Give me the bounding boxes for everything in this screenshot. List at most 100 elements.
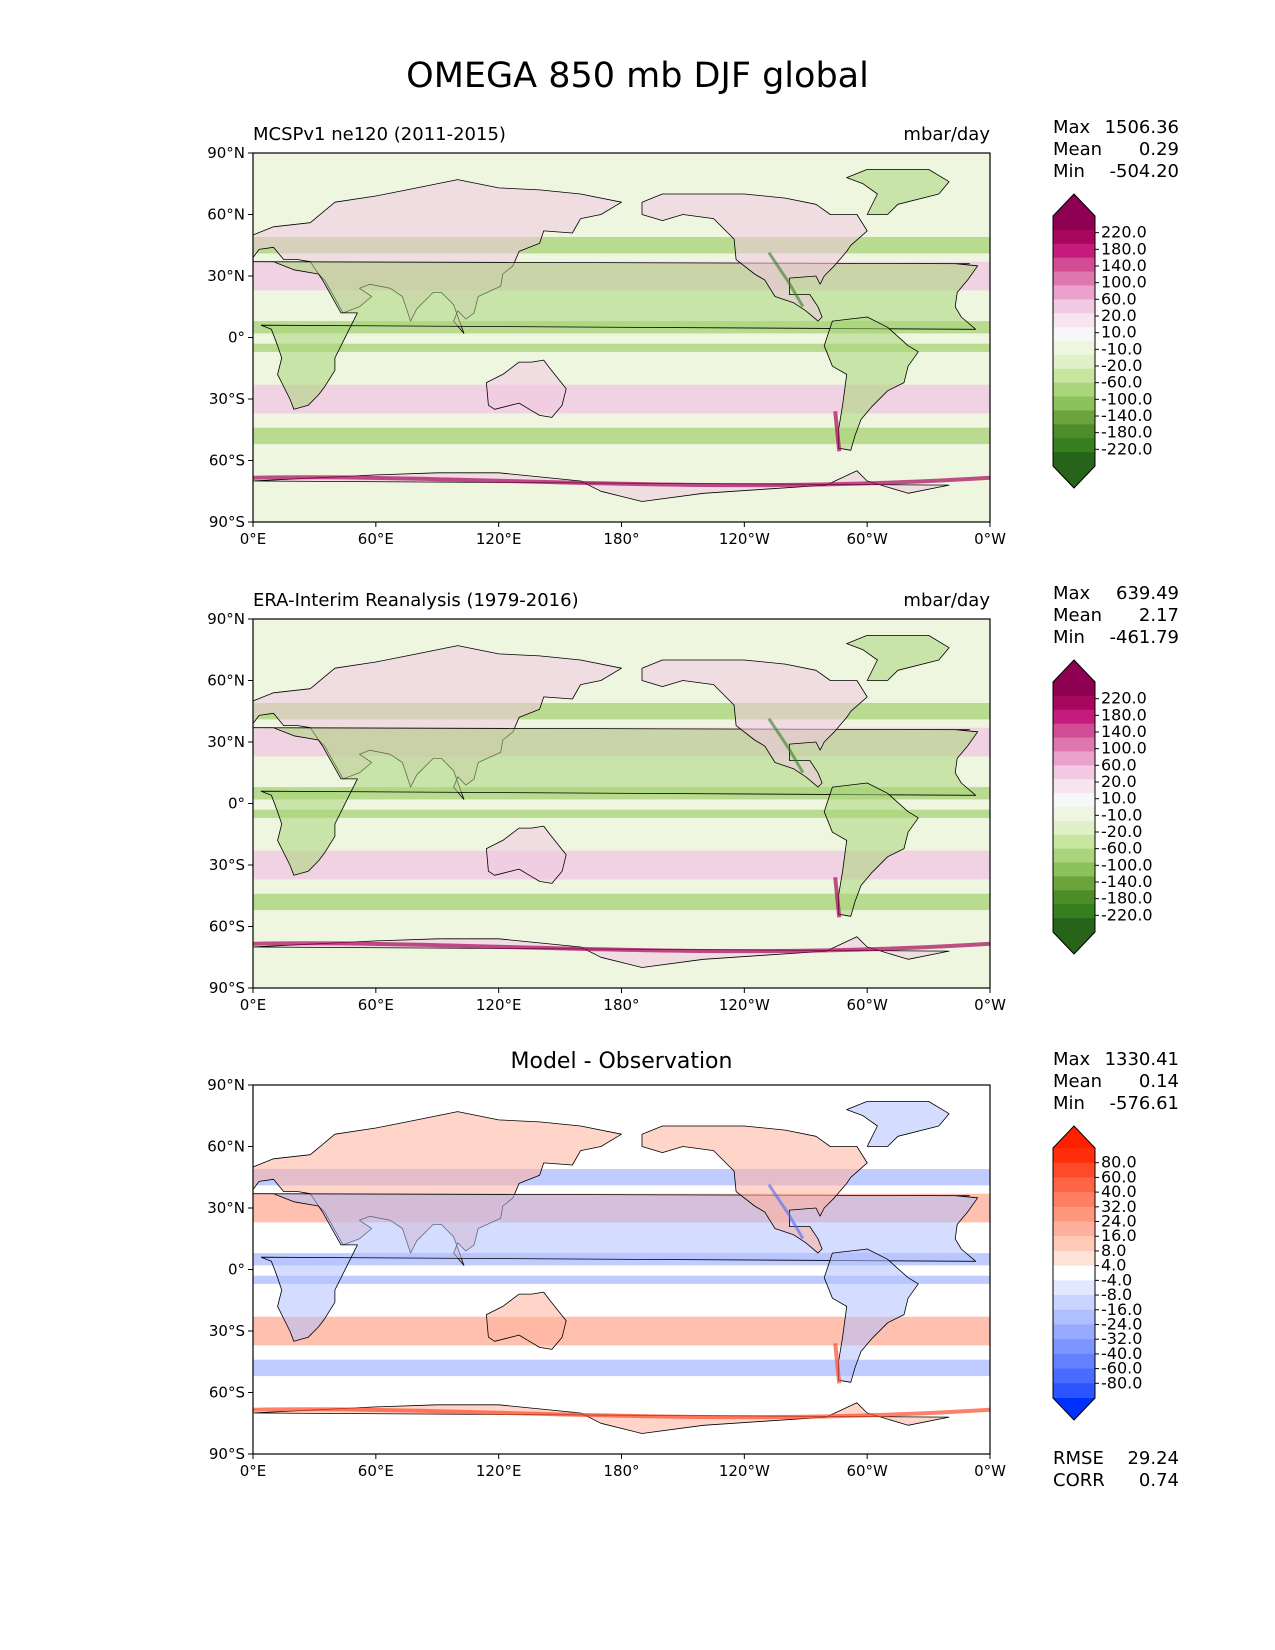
- colorbar-label: 4.0: [1101, 1256, 1126, 1275]
- colorbar-swatch: [1053, 327, 1095, 342]
- stat-row-max: Max 639.49: [1053, 583, 1179, 604]
- andes-feature: [833, 877, 842, 918]
- stat-value: 0.14: [1138, 1071, 1179, 1092]
- colorbar-swatch: [1053, 682, 1095, 697]
- lon-tick-label: 0°E: [240, 530, 267, 548]
- rockies-feature: [767, 1183, 805, 1240]
- colorbar-swatch: [1053, 299, 1095, 314]
- stat-value: -461.79: [1109, 627, 1179, 648]
- colorbar-top-arrow: [1053, 1126, 1095, 1148]
- lat-tick-label: 0°: [228, 795, 245, 813]
- lat-tick-label: 30°N: [207, 267, 245, 285]
- colorbar-swatch: [1053, 396, 1095, 411]
- colorbar-swatch: [1053, 452, 1095, 467]
- lat-tick-label: 90°S: [209, 513, 245, 531]
- colorbar-label: -80.0: [1101, 1373, 1142, 1392]
- coastline-4: [641, 193, 868, 322]
- colorbar-outline: [1052, 1125, 1096, 1421]
- colorbar-swatch: [1053, 382, 1095, 398]
- colorbar-swatch: [1053, 313, 1095, 328]
- colorbar-label: -20.0: [1101, 822, 1142, 841]
- lat-tick-label: 60°N: [207, 672, 245, 690]
- stat-name: Mean: [1053, 139, 1103, 160]
- stat-row-min: Min -504.20: [1053, 161, 1179, 182]
- coastline-5: [846, 169, 950, 215]
- colorbar-label: 10.0: [1101, 789, 1137, 808]
- colorbar-label: 10.0: [1101, 323, 1137, 342]
- colorbar-label: -16.0: [1101, 1300, 1142, 1319]
- colorbar-label: 220.0: [1101, 689, 1147, 708]
- stat-row-mean: Mean 0.14: [1053, 1071, 1179, 1092]
- lon-tick-label: 180°: [603, 996, 639, 1014]
- map-panel-2: 90°N 60°N 30°N 0° 30°S 60°S 90°S0°E 60°E 120°E 18…: [207, 610, 1006, 1014]
- lon-tick-label: 0°E: [240, 1462, 267, 1480]
- colorbar-swatch: [1053, 820, 1095, 836]
- lon-tick-label: 120°W: [719, 530, 770, 548]
- coastline-5: [846, 1101, 950, 1147]
- colorbar-top-arrow: [1053, 194, 1095, 216]
- lat-tick-label: 90°N: [207, 610, 245, 628]
- colorbar-bottom-arrow: [1053, 1398, 1095, 1420]
- lon-tick-label: 60°E: [358, 530, 394, 548]
- colorbar-label: -20.0: [1101, 356, 1142, 375]
- colorbar-swatch: [1053, 285, 1095, 300]
- colorbar-swatch: [1053, 765, 1095, 780]
- stat-value: 29.24: [1127, 1448, 1179, 1469]
- colorbar-swatch: [1053, 229, 1095, 245]
- lat-tick-label: 60°S: [209, 918, 245, 936]
- colorbar-swatch: [1053, 271, 1095, 286]
- stat-value: -576.61: [1109, 1093, 1179, 1114]
- colorbar-label: -10.0: [1101, 805, 1142, 824]
- colorbar-2: 220.0180.0140.0100.060.020.010.0-10.0-20…: [1052, 659, 1153, 955]
- colorbar-label: -40.0: [1101, 1344, 1142, 1363]
- colorbar-label: -220.0: [1101, 439, 1153, 458]
- lon-tick-label: 60°E: [358, 1462, 394, 1480]
- panel-units-label: mbar/day: [903, 124, 990, 145]
- colorbar-label: 60.0: [1101, 755, 1137, 774]
- colorbar-label: 60.0: [1101, 289, 1137, 308]
- colorbar-swatch: [1053, 438, 1095, 453]
- field-band-4: [253, 427, 990, 445]
- colorbar-label: -180.0: [1101, 889, 1153, 908]
- coastline-3: [823, 782, 919, 917]
- colorbar-swatch: [1053, 257, 1095, 273]
- field-band-3: [253, 1275, 990, 1284]
- colorbar-label: -100.0: [1101, 855, 1153, 874]
- colorbar-swatch: [1053, 779, 1095, 794]
- lon-tick-label: 60°W: [846, 1462, 888, 1480]
- lon-tick-label: 120°W: [719, 1462, 770, 1480]
- colorbar-swatch: [1053, 354, 1095, 370]
- coastline-2: [486, 359, 567, 418]
- coastline-4: [641, 659, 868, 788]
- field-band-3: [253, 809, 990, 818]
- colorbar-label: 60.0: [1101, 1167, 1137, 1186]
- colorbar-swatch: [1053, 695, 1095, 711]
- colorbar-swatch: [1053, 793, 1095, 808]
- lat-tick-label: 60°S: [209, 1384, 245, 1402]
- colorbar-label: 16.0: [1101, 1226, 1137, 1245]
- coastline-2: [486, 825, 567, 884]
- stat-row-max: Max 1330.41: [1053, 1049, 1179, 1070]
- colorbar-label: -32.0: [1101, 1329, 1142, 1348]
- colorbar-swatch: [1053, 1265, 1095, 1281]
- panel-center-title: Model - Observation: [510, 1049, 733, 1074]
- colorbar-label: 220.0: [1101, 223, 1147, 242]
- stat-row-corr: CORR 0.74: [1053, 1470, 1179, 1491]
- stat-value: 1506.36: [1104, 117, 1179, 138]
- colorbar-swatch: [1053, 341, 1095, 356]
- stat-value: 639.49: [1116, 583, 1179, 604]
- stat-name: Mean: [1053, 1071, 1103, 1092]
- stat-row-mean: Mean 0.29: [1053, 139, 1179, 160]
- lat-tick-label: 0°: [228, 1261, 245, 1279]
- field-band-4: [253, 1359, 990, 1377]
- colorbar-1: 220.0180.0140.0100.060.020.010.0-10.0-20…: [1052, 193, 1153, 489]
- colorbar-label: 8.0: [1101, 1241, 1126, 1260]
- rockies-feature: [767, 251, 805, 308]
- colorbar-swatch: [1053, 1339, 1095, 1355]
- colorbar-swatch: [1053, 243, 1095, 259]
- colorbar-3: 80.060.040.032.024.016.08.04.0-4.0-8.0-1…: [1052, 1125, 1142, 1421]
- andes-feature: [833, 1343, 842, 1384]
- colorbar-label: -8.0: [1101, 1285, 1132, 1304]
- stat-row-min: Min -576.61: [1053, 1093, 1179, 1114]
- colorbar-swatch: [1053, 368, 1095, 384]
